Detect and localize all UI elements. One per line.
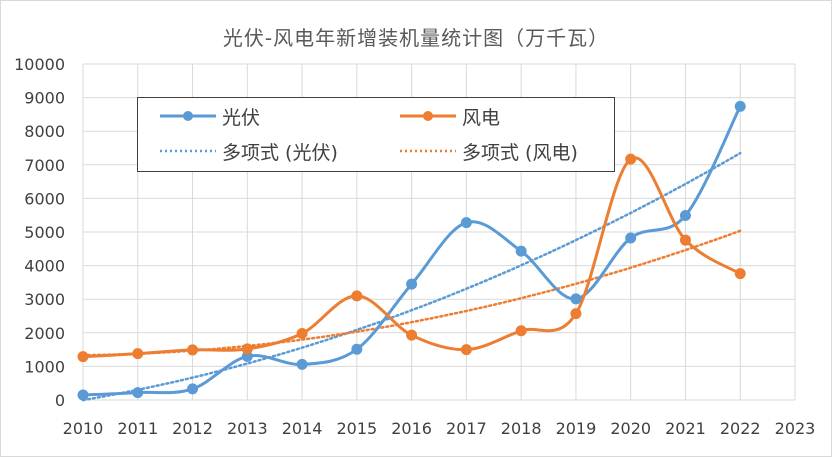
chart-title: 光伏-风电年新增装机量统计图（万千瓦） <box>222 26 610 50</box>
legend-item-wind: 风电 <box>400 105 501 129</box>
data-point-wind <box>77 351 89 363</box>
x-tick-label: 2017 <box>446 419 487 438</box>
x-tick-label: 2014 <box>282 419 323 438</box>
data-point-wind <box>406 329 418 341</box>
data-point-solar <box>296 358 308 370</box>
x-tick-label: 2011 <box>117 419 158 438</box>
series-line-solar <box>82 105 742 397</box>
legend-label-solar-trend: 多项式 (光伏) <box>222 141 338 164</box>
legend-marker-solar <box>160 111 216 121</box>
data-point-wind <box>734 268 746 280</box>
legend-label-wind: 风电 <box>462 106 501 129</box>
data-point-solar <box>351 343 363 355</box>
y-tick-label: 3000 <box>24 290 65 309</box>
y-tick-label: 5000 <box>24 223 65 242</box>
data-point-wind <box>570 308 582 320</box>
data-point-wind <box>460 344 472 356</box>
data-point-wind <box>625 153 637 165</box>
x-tick-label: 2023 <box>775 419 816 438</box>
data-point-wind <box>679 234 691 246</box>
y-tick-label: 2000 <box>24 324 65 343</box>
data-point-solar <box>132 387 144 399</box>
x-tick-label: 2022 <box>720 419 761 438</box>
data-point-solar <box>77 389 89 401</box>
x-tick-label: 2020 <box>610 419 651 438</box>
legend-item-solar: 光伏 <box>160 105 261 129</box>
data-point-solar <box>187 383 199 395</box>
trendline <box>81 151 742 402</box>
data-point-solar <box>679 210 691 222</box>
data-point-wind <box>132 348 144 360</box>
legend-label-solar: 光伏 <box>222 106 261 129</box>
x-tick-label: 2013 <box>227 419 268 438</box>
x-tick-label: 2012 <box>172 419 213 438</box>
x-tick-label: 2018 <box>501 419 542 438</box>
data-point-solar <box>625 232 637 244</box>
data-point-solar <box>734 100 746 112</box>
data-point-wind <box>241 343 253 355</box>
legend-item-solar-trend: 多项式 (光伏) <box>160 140 338 164</box>
y-tick-label: 0 <box>55 391 65 410</box>
legend-label-wind-trend: 多项式 (风电) <box>462 141 578 164</box>
data-point-solar <box>406 278 418 290</box>
y-tick-label: 7000 <box>24 156 65 175</box>
y-tick-label: 4000 <box>24 257 65 276</box>
legend-marker-wind-trend <box>400 149 456 153</box>
legend: 光伏 风电 多项式 (光伏) 多项式 (风电) <box>137 97 615 172</box>
data-point-wind <box>187 344 199 356</box>
y-tick-label: 8000 <box>24 122 65 141</box>
data-point-solar <box>515 245 527 257</box>
series-line-wind <box>82 156 741 359</box>
y-tick-label: 1000 <box>24 357 65 376</box>
legend-marker-solar-trend <box>160 149 216 153</box>
x-tick-label: 2019 <box>556 419 597 438</box>
legend-marker-wind <box>400 111 456 121</box>
data-point-wind <box>515 325 527 337</box>
x-tick-label: 2010 <box>63 419 104 438</box>
data-point-wind <box>351 290 363 302</box>
x-tick-label: 2016 <box>391 419 432 438</box>
data-point-wind <box>296 327 308 339</box>
legend-item-wind-trend: 多项式 (风电) <box>400 140 578 164</box>
y-tick-label: 10000 <box>14 55 65 74</box>
y-tick-label: 9000 <box>24 89 65 108</box>
x-tick-label: 2015 <box>336 419 377 438</box>
x-tick-label: 2021 <box>665 419 706 438</box>
y-tick-label: 6000 <box>24 189 65 208</box>
data-point-solar <box>570 293 582 305</box>
data-point-solar <box>460 217 472 229</box>
